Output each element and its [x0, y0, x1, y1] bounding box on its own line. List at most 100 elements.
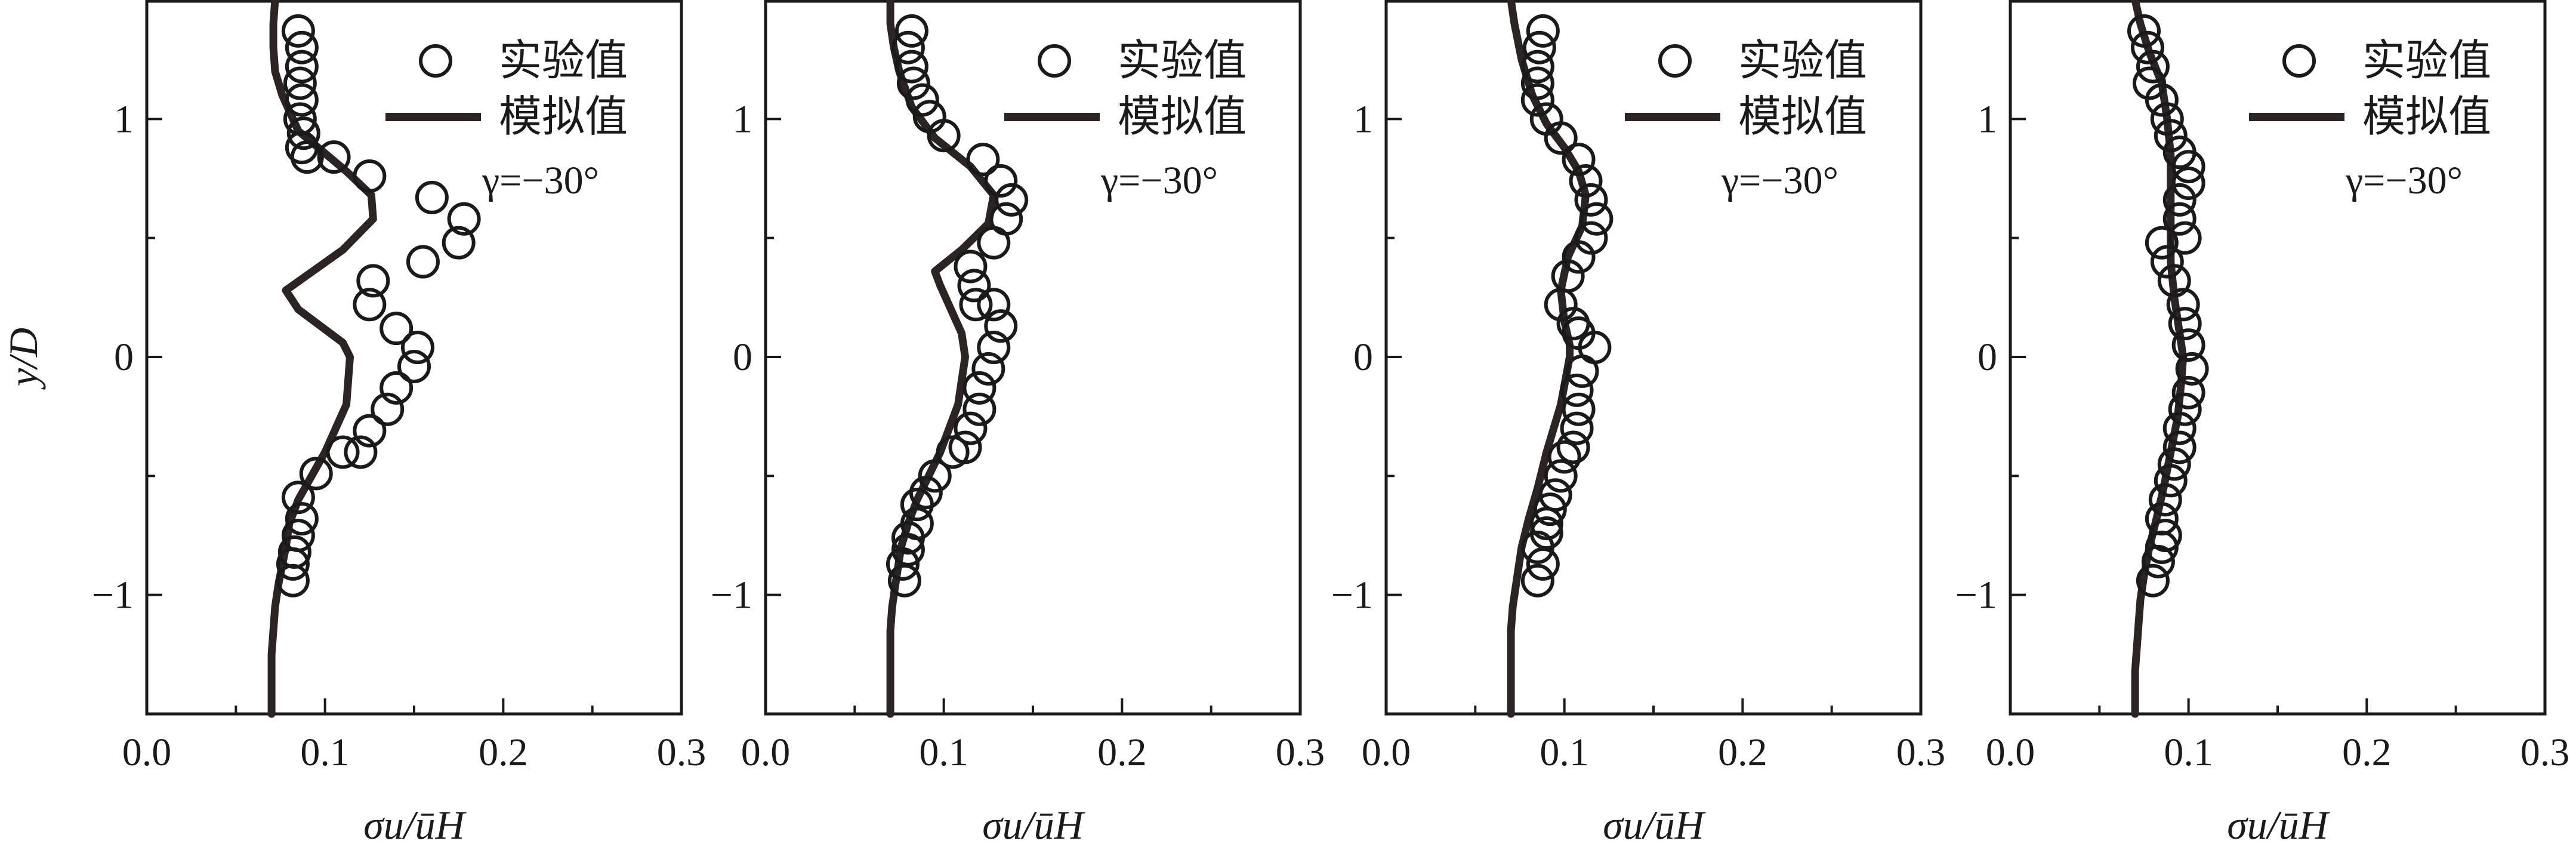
- experiment-point: [962, 392, 997, 426]
- x-tick-label: 0.1: [300, 731, 350, 774]
- experiment-point: [442, 226, 476, 260]
- experiment-point: [317, 140, 351, 174]
- experiment-point: [2162, 411, 2196, 445]
- x-tick-label: 0.0: [741, 731, 791, 774]
- experiment-point: [415, 180, 449, 214]
- experiment-point: [283, 66, 317, 100]
- experiment-point: [2154, 119, 2188, 153]
- experiment-point: [2162, 183, 2196, 217]
- experiment-point: [2150, 102, 2184, 136]
- experiment-point: [1574, 183, 1608, 217]
- angle-annotation: γ=−30°: [2345, 159, 2463, 202]
- legend-experiment-marker: [1038, 44, 1071, 78]
- experiment-point: [2141, 544, 2175, 578]
- experiment-point: [2157, 447, 2191, 481]
- experiment-point: [2168, 221, 2202, 255]
- x-tick-label: 0.3: [1276, 731, 1325, 774]
- experiment-point: [1556, 430, 1590, 464]
- x-tick-label: 0.1: [919, 731, 968, 774]
- experiment-point: [1579, 202, 1614, 236]
- x-tick-label: 0.2: [479, 731, 528, 774]
- experiment-point: [2171, 150, 2205, 184]
- x-tick-label: 0.3: [1896, 731, 1946, 774]
- experiment-point: [276, 547, 310, 581]
- experiment-point: [299, 457, 333, 491]
- experiment-point: [1569, 164, 1603, 198]
- experiment-point: [2132, 66, 2166, 100]
- experiment-point: [353, 288, 387, 322]
- x-tick-label: 0.0: [122, 731, 172, 774]
- experiment-point: [900, 488, 934, 522]
- experiment-point: [927, 119, 961, 153]
- experiment-point: [406, 245, 440, 279]
- experiment-point: [447, 202, 481, 236]
- x-tick-label: 0.2: [1097, 731, 1147, 774]
- experiment-point: [380, 312, 414, 346]
- x-axis-label: σu/ūH: [363, 802, 467, 848]
- y-tick-label: 0: [114, 335, 134, 379]
- x-tick-label: 0.2: [1718, 731, 1767, 774]
- experiment-point: [2136, 50, 2170, 84]
- experiment-point: [285, 83, 319, 117]
- y-tick-label: 1: [1977, 97, 1997, 141]
- experiment-point: [285, 50, 319, 84]
- experiment-point: [380, 371, 414, 405]
- experiment-point: [894, 14, 928, 48]
- x-tick-label: 0.1: [2164, 731, 2213, 774]
- experiment-point: [1520, 530, 1554, 564]
- experiment-point: [1544, 288, 1578, 322]
- experiment-point: [1544, 121, 1578, 155]
- legend-experiment-marker: [1658, 44, 1692, 78]
- experiment-point: [276, 563, 310, 598]
- experiment-point: [995, 183, 1029, 217]
- angle-annotation: γ=−30°: [1721, 159, 1838, 202]
- experiment-point: [2162, 202, 2196, 236]
- experiment-point: [1562, 240, 1596, 274]
- legend-experiment-label: 实验值: [2362, 35, 2491, 85]
- experiment-point: [1562, 143, 1596, 177]
- experiment-point: [397, 349, 431, 383]
- experiment-point: [966, 143, 1000, 177]
- experiment-point: [936, 435, 970, 469]
- experiment-point: [984, 164, 1018, 198]
- experiment-point: [371, 392, 405, 426]
- x-axis-label: σu/ūH: [2227, 802, 2330, 848]
- experiment-point: [977, 331, 1011, 365]
- experiment-point: [356, 264, 390, 298]
- experiment-point: [894, 50, 928, 84]
- experiment-point: [918, 459, 952, 493]
- experiment-point: [1529, 507, 1563, 541]
- experiment-point: [353, 159, 387, 193]
- experiment-point: [891, 30, 925, 64]
- experiment-point: [2136, 563, 2170, 598]
- experiment-point: [1565, 354, 1599, 388]
- legend-experiment-label: 实验值: [1118, 35, 1247, 85]
- experiment-point: [2168, 307, 2202, 341]
- x-tick-label: 0.1: [1540, 731, 1589, 774]
- experiment-point: [1547, 440, 1581, 474]
- experiment-point: [1574, 221, 1608, 255]
- y-tick-label: 1: [733, 97, 752, 141]
- y-tick-label: 1: [114, 97, 134, 141]
- simulation-line: [267, 0, 377, 718]
- experiment-point: [353, 414, 387, 448]
- y-tick-label: 0: [733, 335, 752, 379]
- experiment-point: [962, 371, 997, 405]
- y-tick-label: −1: [711, 574, 752, 617]
- experiment-point: [2150, 245, 2184, 279]
- experiment-point: [1520, 66, 1554, 100]
- legend-experiment-label: 实验值: [1738, 35, 1867, 85]
- experiment-point: [954, 411, 988, 445]
- experiment-point: [957, 269, 991, 303]
- y-axis-label: y/D: [1, 328, 46, 390]
- angle-annotation: γ=−30°: [482, 159, 599, 202]
- legend-simulation-label: 模拟值: [499, 91, 628, 141]
- experiment-point: [286, 116, 320, 150]
- experiment-point: [1533, 492, 1567, 526]
- experiment-point: [290, 140, 324, 174]
- experiment-point: [2157, 264, 2191, 298]
